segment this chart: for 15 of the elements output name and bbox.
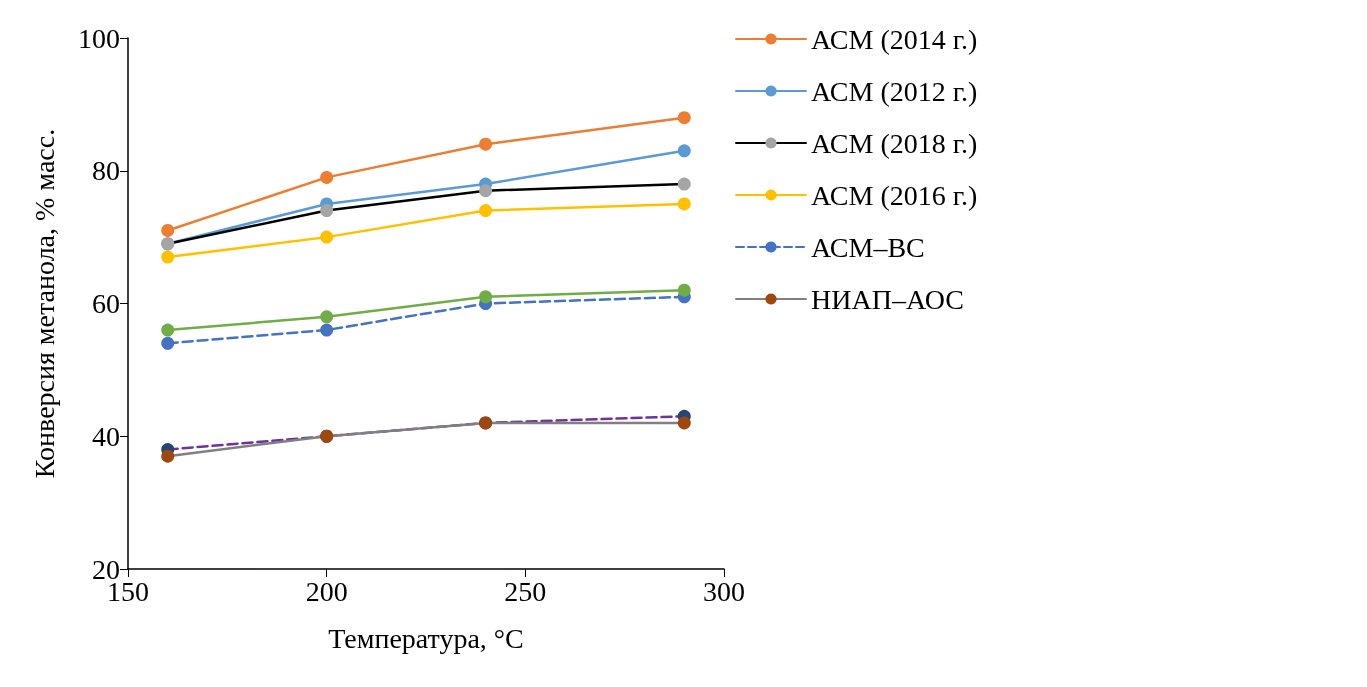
y-tick-label: 60: [92, 288, 120, 319]
x-tick-label: 250: [504, 575, 547, 607]
y-tick-label: 40: [92, 420, 120, 452]
legend-label: НИАП–АОС: [811, 283, 964, 315]
x-tick-label: 300: [703, 575, 745, 607]
legend-label: АСМ (2018 г.): [811, 127, 978, 159]
legend-label: АСМ–ВС: [811, 231, 925, 263]
legend-label: АСМ (2014 г.): [811, 23, 978, 55]
y-tick-label: 80: [92, 155, 120, 187]
y-axis-title: Конверсия метанола, % масс.: [28, 128, 60, 479]
x-axis-title: Температура, °C: [328, 622, 524, 654]
legend-label: АСМ (2016 г.): [811, 179, 978, 211]
legend-label: АСМ (2012 г.): [811, 75, 978, 107]
x-tick-label: 200: [305, 575, 348, 607]
y-tick-label: 100: [78, 22, 120, 54]
